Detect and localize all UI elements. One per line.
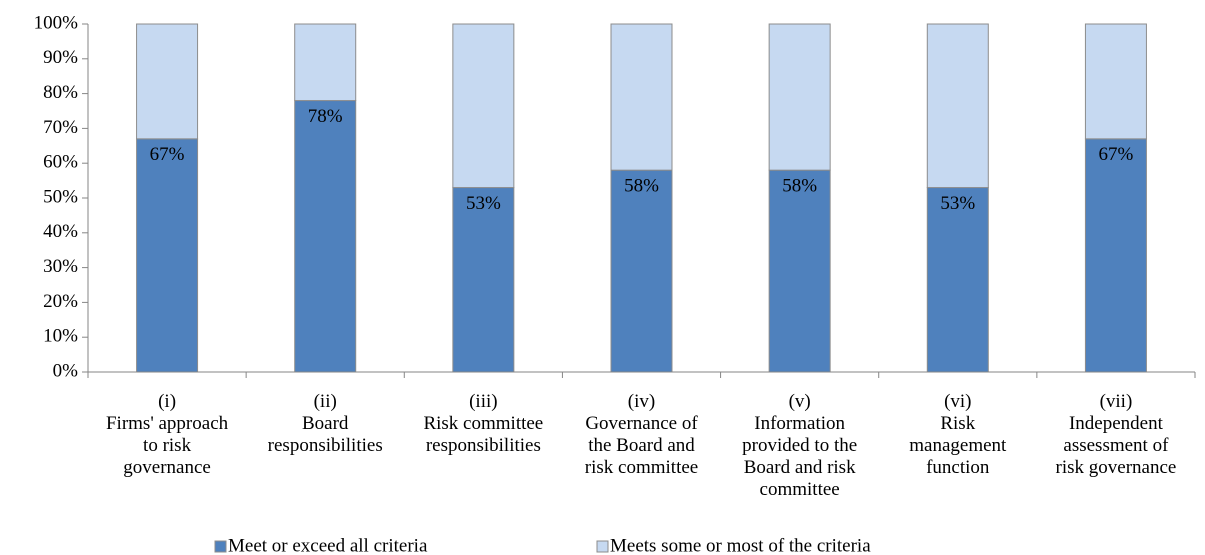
data-label: 78% — [308, 106, 343, 127]
legend-swatch — [596, 540, 609, 553]
bar-segment — [768, 23, 831, 171]
data-label: 67% — [150, 144, 185, 165]
data-label: 58% — [624, 176, 659, 197]
bar-segment — [452, 187, 515, 373]
bar-segment — [294, 100, 357, 373]
y-tick-label: 40% — [43, 221, 78, 242]
x-tick-label: (iv) Governance of the Board and risk commi… — [585, 391, 699, 478]
y-tick-label: 70% — [43, 117, 78, 138]
bar-segment — [768, 169, 831, 373]
y-tick-label: 80% — [43, 82, 78, 103]
bar-segment — [452, 23, 515, 189]
bar-segment — [926, 187, 989, 373]
legend-label: Meets some or most of the criteria — [610, 535, 871, 555]
bar-segment — [1084, 23, 1147, 140]
bar-segment — [610, 169, 673, 373]
data-label: 58% — [782, 176, 817, 197]
x-tick-label: (iii) Risk committee responsibilities — [423, 391, 543, 456]
legend-label: Meet or exceed all criteria — [228, 535, 428, 555]
legend-swatch — [214, 540, 227, 553]
bar-segment — [136, 23, 199, 140]
y-tick-label: 20% — [43, 291, 78, 312]
y-tick-label: 0% — [53, 360, 79, 381]
y-tick-label: 60% — [43, 152, 78, 173]
y-tick-label: 10% — [43, 326, 78, 347]
x-tick-label: (v) Information provided to the Board and r… — [742, 391, 857, 500]
bar-segment — [136, 138, 199, 373]
x-tick-label: (ii) Board responsibilities — [268, 391, 383, 456]
bar-segment — [610, 23, 673, 171]
y-tick-label: 50% — [43, 186, 78, 207]
x-tick-label: (vii) Independent assessment of risk govern… — [1056, 391, 1177, 478]
data-label: 53% — [466, 193, 501, 214]
x-tick-label: (i) Firms' approach to risk governance — [106, 391, 229, 478]
y-tick-label: 30% — [43, 256, 78, 277]
bar-segment — [926, 23, 989, 189]
x-tick-label: (vi) Risk management function — [909, 391, 1007, 478]
y-tick-label: 100% — [34, 12, 79, 33]
bar-segment — [294, 23, 357, 102]
y-tick-label: 90% — [43, 47, 78, 68]
data-label: 53% — [940, 193, 975, 214]
data-label: 67% — [1099, 144, 1134, 165]
bar-segment — [1084, 138, 1147, 373]
